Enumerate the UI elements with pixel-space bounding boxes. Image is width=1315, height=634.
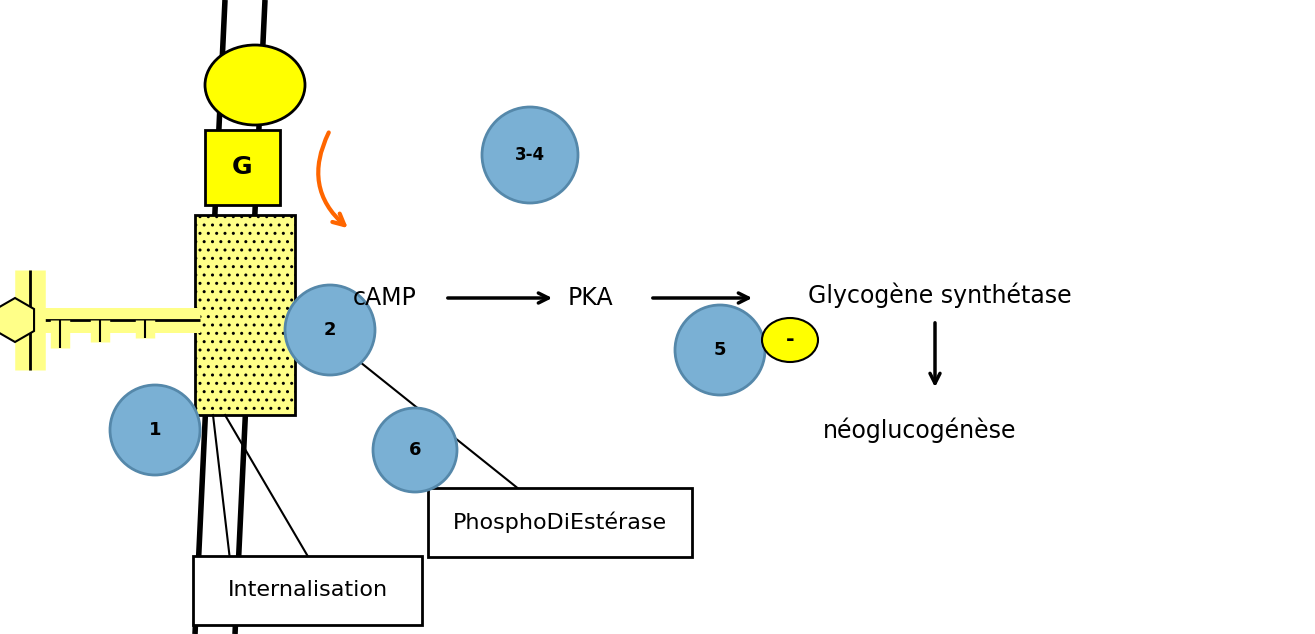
- Ellipse shape: [205, 45, 305, 125]
- Circle shape: [110, 385, 200, 475]
- Circle shape: [483, 107, 579, 203]
- Ellipse shape: [761, 318, 818, 362]
- Text: Internalisation: Internalisation: [227, 581, 388, 600]
- Text: G: G: [231, 155, 252, 179]
- FancyBboxPatch shape: [193, 556, 422, 625]
- FancyBboxPatch shape: [427, 488, 692, 557]
- Text: 3-4: 3-4: [515, 146, 544, 164]
- FancyBboxPatch shape: [205, 130, 280, 205]
- Text: Glycogène synthétase: Glycogène synthétase: [809, 282, 1072, 307]
- Text: PhosphoDiEstérase: PhosphoDiEstérase: [452, 512, 667, 533]
- Text: 6: 6: [409, 441, 421, 459]
- Text: -: -: [785, 330, 794, 350]
- Circle shape: [373, 408, 458, 492]
- Text: 5: 5: [714, 341, 726, 359]
- Text: PKA: PKA: [567, 286, 613, 310]
- Text: néoglucogénèse: néoglucogénèse: [823, 417, 1016, 443]
- FancyBboxPatch shape: [195, 215, 295, 415]
- Circle shape: [285, 285, 375, 375]
- Text: 2: 2: [323, 321, 337, 339]
- Circle shape: [675, 305, 765, 395]
- Text: 1: 1: [149, 421, 162, 439]
- Text: cAMP: cAMP: [354, 286, 417, 310]
